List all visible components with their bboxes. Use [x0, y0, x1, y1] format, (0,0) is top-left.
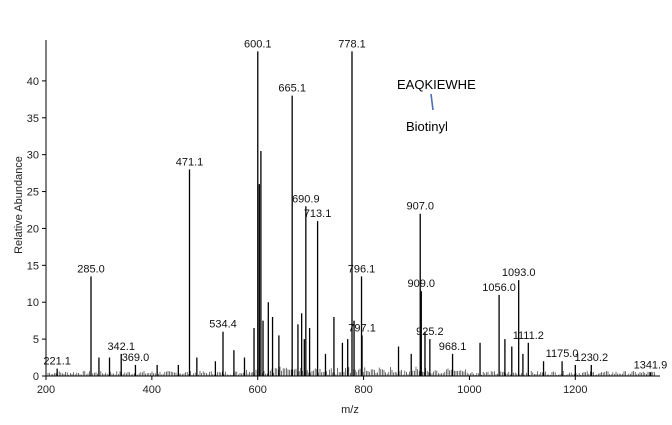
peak-label: 797.1 [348, 322, 376, 334]
peak-label: 925.2 [416, 326, 444, 338]
peak-label: 1056.0 [482, 282, 516, 294]
modification-marker [430, 93, 434, 111]
peak-label: 221.1 [43, 356, 71, 368]
peak-label: 690.9 [292, 193, 320, 205]
peak-label: 1093.0 [502, 267, 536, 279]
peak-label: 665.1 [278, 83, 306, 95]
y-tick-label: 15 [27, 260, 39, 272]
peak-label: 471.1 [176, 156, 204, 168]
peaks [56, 51, 652, 376]
x-tick-label: 200 [37, 384, 55, 396]
y-tick-label: 25 [27, 187, 39, 199]
x-tick-label: 1200 [563, 384, 587, 396]
x-tick-label: 800 [354, 384, 372, 396]
peak-label: 1230.2 [574, 352, 608, 364]
peak-label: 369.0 [122, 352, 150, 364]
peak-label: 796.1 [348, 263, 376, 275]
peak-label: 600.1 [244, 38, 272, 50]
peak-label: 907.0 [406, 201, 434, 213]
x-tick-label: 400 [143, 384, 161, 396]
peak-label: 713.1 [304, 208, 332, 220]
peak-label: 778.1 [338, 38, 366, 50]
y-tick-label: 5 [33, 334, 39, 346]
axes: 200 400 600 800 1000 1200 0 5 10 15 20 25 30 35 40 [27, 40, 660, 396]
peak-label: 342.1 [107, 341, 135, 353]
peak-label: 534.4 [209, 319, 237, 331]
y-tick-label: 20 [27, 223, 39, 235]
y-tick-label: 35 [27, 113, 39, 125]
peak-label: 909.0 [408, 278, 436, 290]
y-tick-label: 0 [33, 371, 39, 383]
peak-label: 285.0 [77, 263, 105, 275]
peak-label: 1341.9 [634, 359, 668, 371]
peak-label: 1175.0 [546, 348, 579, 360]
x-tick-label: 1000 [457, 384, 481, 396]
x-tick-label: 600 [249, 384, 267, 396]
y-tick-label: 40 [27, 76, 39, 88]
modification-annotation: Biotinyl [406, 119, 448, 134]
baseline-noise [47, 366, 655, 376]
y-axis-title: Relative Abundance [13, 156, 25, 254]
x-axis-title: m/z [341, 404, 359, 416]
y-tick-label: 30 [27, 150, 39, 162]
y-tick-label: 10 [27, 297, 39, 309]
peak-label: 968.1 [439, 341, 467, 353]
peak-label: 1111.2 [513, 330, 544, 342]
sequence-annotation: EAQKIEWHE [397, 77, 476, 92]
